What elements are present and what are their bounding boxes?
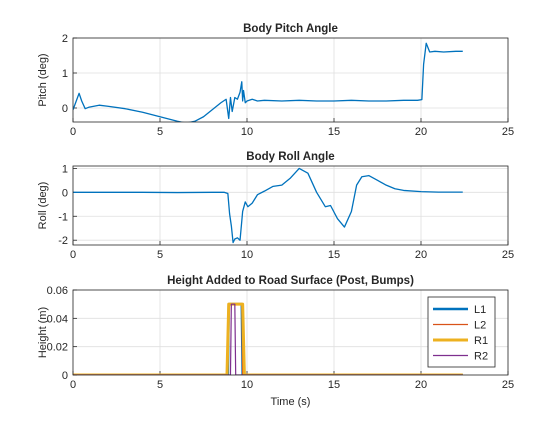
legend: L1 L2 R1 R2 [427, 296, 496, 368]
x-tick-label: 10 [241, 126, 253, 138]
x-tick-label: 20 [415, 249, 427, 261]
x-tick-label: 0 [70, 126, 76, 138]
y-tick-label: 0 [62, 370, 68, 382]
y-axis-label: Height (m) [37, 307, 49, 358]
axes-box [72, 289, 509, 376]
legend-label-l1: L1 [474, 304, 486, 316]
legend-label-r1: R1 [474, 335, 488, 347]
x-tick-label: 5 [157, 379, 163, 391]
y-tick-label: 0 [62, 187, 68, 199]
x-tick-label: 0 [70, 249, 76, 261]
series-group [73, 167, 463, 244]
chart-1: 0 5 10 15 20 25 0 1 2 Body Pitch Angle Pitch (deg) [37, 23, 514, 138]
y-tick-label: 2 [62, 33, 68, 45]
legend-label-l2: L2 [474, 320, 486, 332]
x-tick-label: 15 [328, 249, 340, 261]
series-group [73, 302, 463, 375]
y-tick-label: 0.02 [47, 342, 68, 354]
x-tick-label: 10 [241, 379, 253, 391]
x-axis-label: Time (s) [271, 396, 311, 408]
y-tick-label: -1 [58, 211, 68, 223]
x-tick-label: 5 [157, 249, 163, 261]
y-tick-label: 0 [62, 103, 68, 115]
series-line-r1 [73, 302, 463, 375]
y-tick-label: -2 [58, 235, 68, 247]
x-tick-label: 25 [502, 126, 514, 138]
x-tick-label: 15 [328, 126, 340, 138]
chart-title: Body Roll Angle [246, 151, 334, 163]
x-tick-label: 20 [415, 126, 427, 138]
y-tick-label: 0.06 [47, 285, 68, 297]
x-tick-label: 25 [502, 379, 514, 391]
series-line-r2 [73, 303, 463, 375]
chart-title: Height Added to Road Surface (Post, Bump… [167, 275, 414, 287]
y-axis-label: Pitch (deg) [37, 53, 49, 106]
y-tick-label: 1 [62, 163, 68, 175]
legend-label-r2: R2 [474, 351, 488, 363]
series-line-1 [73, 167, 463, 244]
y-axis-label: Roll (deg) [37, 182, 49, 230]
x-tick-label: 15 [328, 379, 340, 391]
chart-3: 0 5 10 15 20 25 0 0.02 0.04 0.06 Height Added to R… [37, 275, 514, 408]
x-tick-label: 0 [70, 379, 76, 391]
chart-2: 0 5 10 15 20 25 -2 -1 0 1 Body Roll Angle Roll (deg… [37, 151, 514, 261]
plot-area [73, 38, 508, 122]
axes-box [72, 37, 509, 123]
x-tick-label: 25 [502, 249, 514, 261]
series-line-1 [73, 42, 463, 122]
x-tick-label: 10 [241, 249, 253, 261]
axes-box [72, 165, 509, 246]
x-tick-label: 20 [415, 379, 427, 391]
y-tick-label: 1 [62, 68, 68, 80]
x-tick-label: 5 [157, 126, 163, 138]
chart-title: Body Pitch Angle [243, 23, 338, 35]
plot-area [73, 166, 508, 245]
series-group [73, 42, 463, 122]
y-tick-label: 0.04 [47, 313, 68, 325]
